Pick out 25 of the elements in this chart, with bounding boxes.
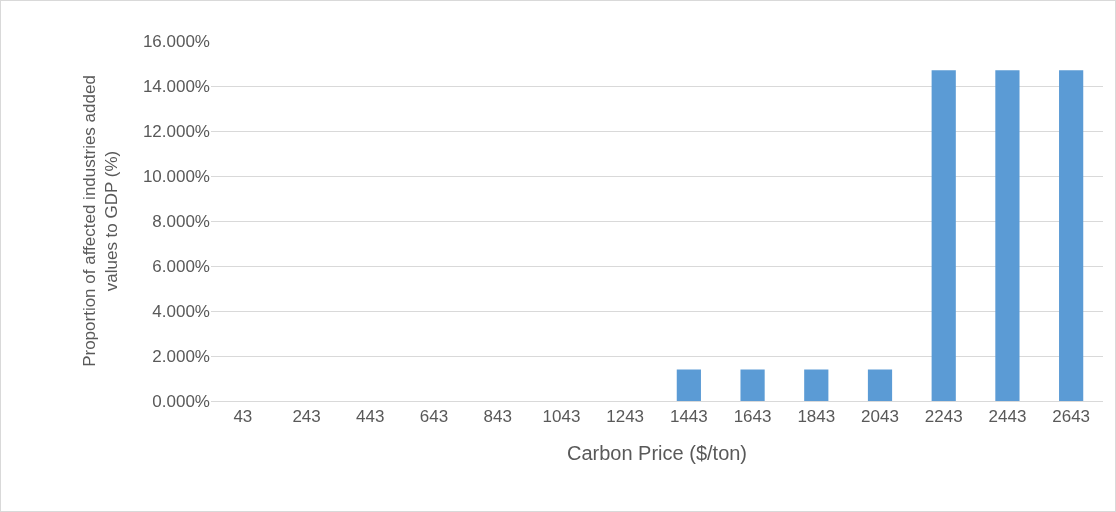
y-tick-label: 6.000% bbox=[152, 256, 210, 276]
x-tick-label: 643 bbox=[419, 407, 449, 427]
y-tick-label: 0.000% bbox=[152, 391, 210, 411]
y-tick-label: 14.000% bbox=[142, 76, 210, 96]
x-tick-label: 243 bbox=[292, 407, 321, 427]
y-tick-label: 16.000% bbox=[142, 31, 210, 51]
y-tick-label: 12.000% bbox=[142, 121, 210, 141]
x-tick-label: 2243 bbox=[924, 407, 963, 427]
x-tick-label: 1643 bbox=[733, 407, 772, 427]
x-tick-label: 2043 bbox=[861, 407, 899, 427]
x-tick-label: 1043 bbox=[542, 407, 581, 427]
x-tick-label: 1843 bbox=[797, 407, 836, 427]
y-axis-title: Proportion of affected industries added values to GDP (%) bbox=[80, 75, 122, 367]
y-tick-label: 10.000% bbox=[142, 166, 210, 186]
y-tick-label: 2.000% bbox=[152, 346, 210, 366]
x-tick-label: 843 bbox=[483, 407, 512, 427]
x-tick-label: 2443 bbox=[988, 407, 1027, 427]
x-tick-label: 2643 bbox=[1052, 407, 1091, 427]
x-tick-label: 1243 bbox=[606, 407, 645, 427]
x-tick-label: 43 bbox=[233, 407, 253, 427]
x-tick-label: 443 bbox=[356, 407, 385, 427]
y-tick-label: 8.000% bbox=[152, 211, 210, 231]
x-tick-label: 1443 bbox=[669, 407, 708, 427]
y-tick-label: 4.000% bbox=[152, 301, 210, 321]
x-axis-title: Carbon Price ($/ton) bbox=[566, 441, 748, 464]
